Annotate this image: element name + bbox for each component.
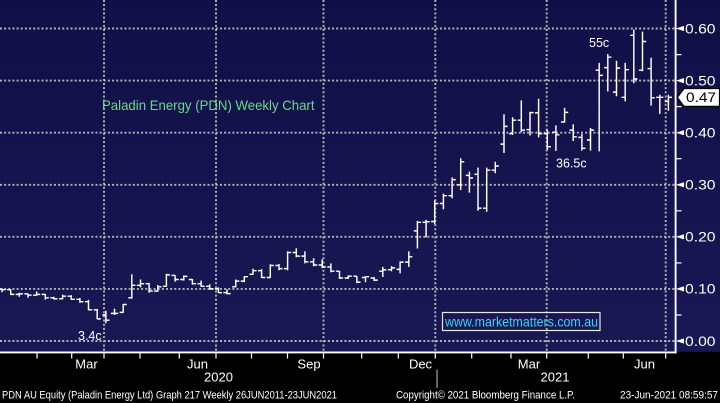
svg-text:Jun: Jun bbox=[187, 356, 208, 371]
svg-text:Copyright© 2021 Bloomberg Fina: Copyright© 2021 Bloomberg Finance L.P. bbox=[396, 390, 575, 402]
svg-text:0.60: 0.60 bbox=[685, 21, 716, 36]
svg-text:Mar: Mar bbox=[75, 356, 98, 371]
svg-text:Mar: Mar bbox=[518, 356, 541, 371]
svg-text:36.5c: 36.5c bbox=[556, 157, 587, 171]
svg-text:3.4c: 3.4c bbox=[78, 329, 102, 343]
svg-text:0.40: 0.40 bbox=[685, 126, 716, 141]
svg-text:PDN AU Equity (Paladin Energy: PDN AU Equity (Paladin Energy Ltd) Graph… bbox=[2, 390, 337, 402]
svg-text:0.20: 0.20 bbox=[685, 230, 716, 245]
svg-text:Sep: Sep bbox=[297, 356, 320, 371]
svg-text:Jun: Jun bbox=[634, 356, 655, 371]
svg-text:Dec: Dec bbox=[409, 356, 433, 371]
svg-text:Paladin Energy (PDN) Weekly Ch: Paladin Energy (PDN) Weekly Chart bbox=[102, 97, 315, 113]
svg-text:0.10: 0.10 bbox=[685, 282, 716, 297]
svg-text:2020: 2020 bbox=[204, 370, 233, 385]
svg-text:23-Jun-2021 08:59:57: 23-Jun-2021 08:59:57 bbox=[620, 390, 718, 402]
svg-text:0.30: 0.30 bbox=[685, 178, 716, 193]
svg-text:www.marketmatters.com.au: www.marketmatters.com.au bbox=[444, 315, 598, 330]
svg-text:2021: 2021 bbox=[541, 370, 570, 385]
svg-text:55c: 55c bbox=[589, 36, 609, 50]
svg-text:0.47: 0.47 bbox=[686, 90, 716, 105]
svg-text:0.00: 0.00 bbox=[685, 334, 716, 349]
svg-text:0.50: 0.50 bbox=[685, 73, 716, 88]
